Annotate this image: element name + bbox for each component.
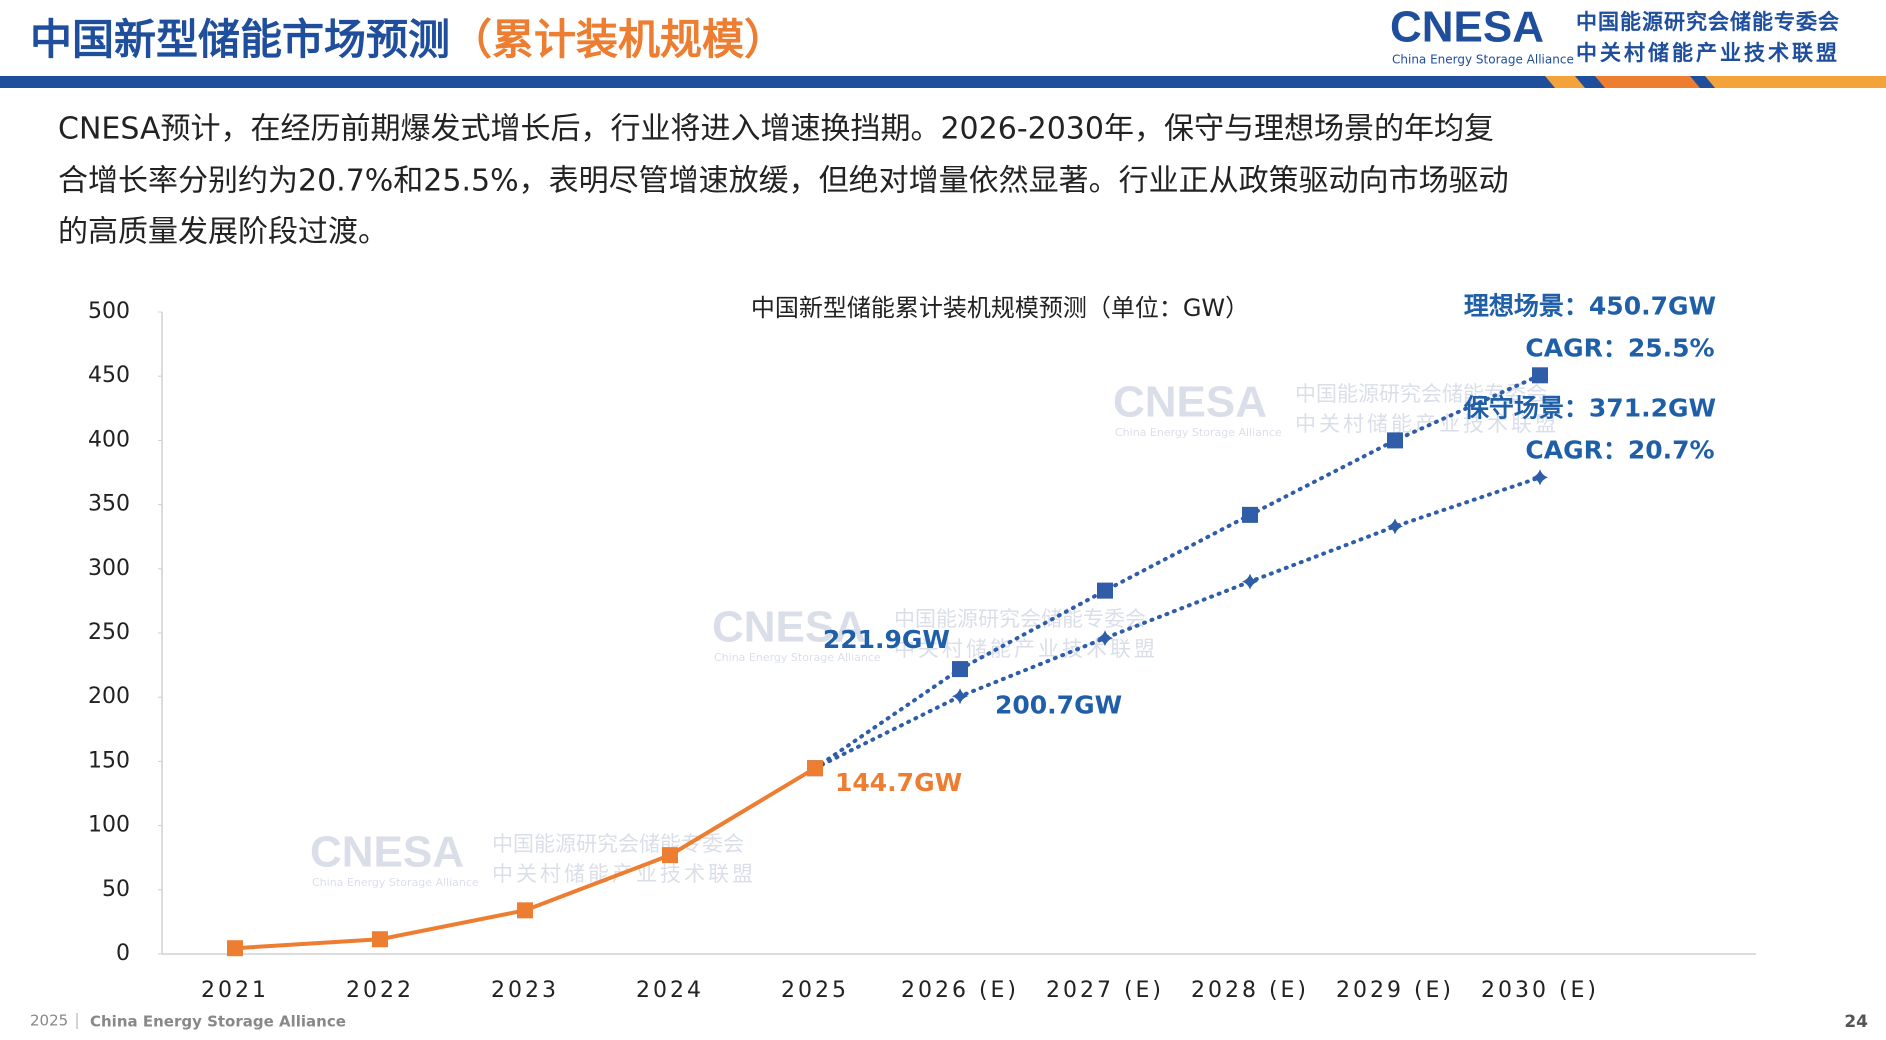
point-marker — [1532, 469, 1548, 486]
watermark-line1: 中国能源研究会储能专委会 — [894, 607, 1146, 631]
point-marker — [662, 847, 678, 864]
y-tick-label: 200 — [88, 684, 130, 709]
paragraph-line: 合增长率分别约为20.7%和25.5%，表明尽管增速放缓，但绝对增量依然显著。行… — [58, 164, 1509, 199]
logo-mark: CNESA — [1390, 3, 1544, 52]
point-marker — [517, 902, 533, 919]
point-marker — [227, 940, 243, 957]
page-number: 24 — [1844, 1012, 1868, 1032]
chart-title: 中国新型储能累计装机规模预测（单位：GW） — [751, 294, 1249, 322]
cagr-label: CAGR：25.5% — [1525, 333, 1714, 362]
title-main: 中国新型储能市场预测 — [30, 15, 450, 64]
logo-line1: 中国能源研究会储能专委会 — [1576, 10, 1840, 34]
value-label: 200.7GW — [995, 690, 1122, 719]
y-tick-label: 450 — [88, 363, 130, 388]
y-tick-label: 400 — [88, 427, 130, 452]
paragraph-line: 的高质量发展阶段过渡。 — [58, 215, 388, 250]
y-tick-label: 0 — [116, 941, 130, 966]
x-tick-label: 2026 (E) — [901, 978, 1019, 1003]
stripe — [1595, 76, 1700, 88]
footer-year: 2025 — [30, 1012, 68, 1030]
point-marker — [1532, 367, 1548, 384]
header-bar — [0, 76, 1886, 88]
point-marker — [952, 661, 968, 678]
watermark-english: China Energy Storage Alliance — [1115, 426, 1282, 439]
header-title: 中国新型储能市场预测（累计装机规模） — [30, 15, 786, 64]
y-tick-label: 500 — [88, 299, 130, 324]
watermark-mark: CNESA — [712, 603, 866, 652]
y-tick-label: 100 — [88, 813, 130, 838]
series-line — [813, 475, 1542, 771]
point-marker — [1387, 432, 1403, 449]
x-tick-label: 2028 (E) — [1191, 978, 1309, 1003]
series-line — [813, 373, 1542, 771]
point-marker — [1097, 582, 1113, 599]
logo-line2: 中关村储能产业技术联盟 — [1576, 41, 1840, 65]
x-tick-label: 2027 (E) — [1046, 978, 1164, 1003]
watermark-english: China Energy Storage Alliance — [312, 876, 479, 889]
y-tick-label: 50 — [102, 877, 130, 902]
cagr-label: CAGR：20.7% — [1525, 435, 1714, 464]
point-marker — [1097, 630, 1113, 647]
title-highlight: （累计装机规模） — [450, 15, 786, 64]
x-tick-label: 2023 — [491, 978, 559, 1003]
point-marker — [952, 688, 968, 705]
watermark-english: China Energy Storage Alliance — [714, 651, 881, 664]
y-tick-label: 300 — [88, 556, 130, 581]
value-label: 144.7GW — [835, 768, 962, 797]
paragraph-line: CNESA预计，在经历前期爆发式增长后，行业将进入增速换挡期。2026-2030… — [58, 112, 1494, 147]
value-label: 保守场景：371.2GW — [1463, 393, 1716, 422]
logo-english: China Energy Storage Alliance — [1392, 53, 1574, 67]
x-tick-label: 2022 — [346, 978, 414, 1003]
stripe — [1705, 76, 1886, 88]
watermark-mark: CNESA — [1113, 378, 1267, 427]
stripe — [1545, 76, 1585, 88]
point-marker — [1242, 506, 1258, 523]
footer-org: China Energy Storage Alliance — [90, 1013, 346, 1031]
point-marker — [1387, 518, 1403, 535]
point-marker — [372, 931, 388, 948]
x-tick-label: 2024 — [636, 978, 704, 1003]
x-tick-label: 2025 — [781, 978, 849, 1003]
watermark-line2: 中关村储能产业技术联盟 — [894, 637, 1158, 661]
y-tick-label: 150 — [88, 748, 130, 773]
watermark-mark: CNESA — [310, 828, 464, 877]
point-marker — [1242, 573, 1258, 590]
value-label: 221.9GW — [823, 625, 950, 654]
value-label: 理想场景：450.7GW — [1464, 291, 1716, 320]
watermark-line2: 中关村储能产业技术联盟 — [1295, 412, 1559, 436]
point-marker — [807, 760, 823, 777]
x-tick-label: 2030 (E) — [1481, 978, 1599, 1003]
watermark-line1: 中国能源研究会储能专委会 — [1295, 382, 1547, 406]
y-tick-label: 350 — [88, 492, 130, 517]
x-tick-label: 2021 — [201, 978, 269, 1003]
x-tick-label: 2029 (E) — [1336, 978, 1454, 1003]
y-tick-label: 250 — [88, 620, 130, 645]
